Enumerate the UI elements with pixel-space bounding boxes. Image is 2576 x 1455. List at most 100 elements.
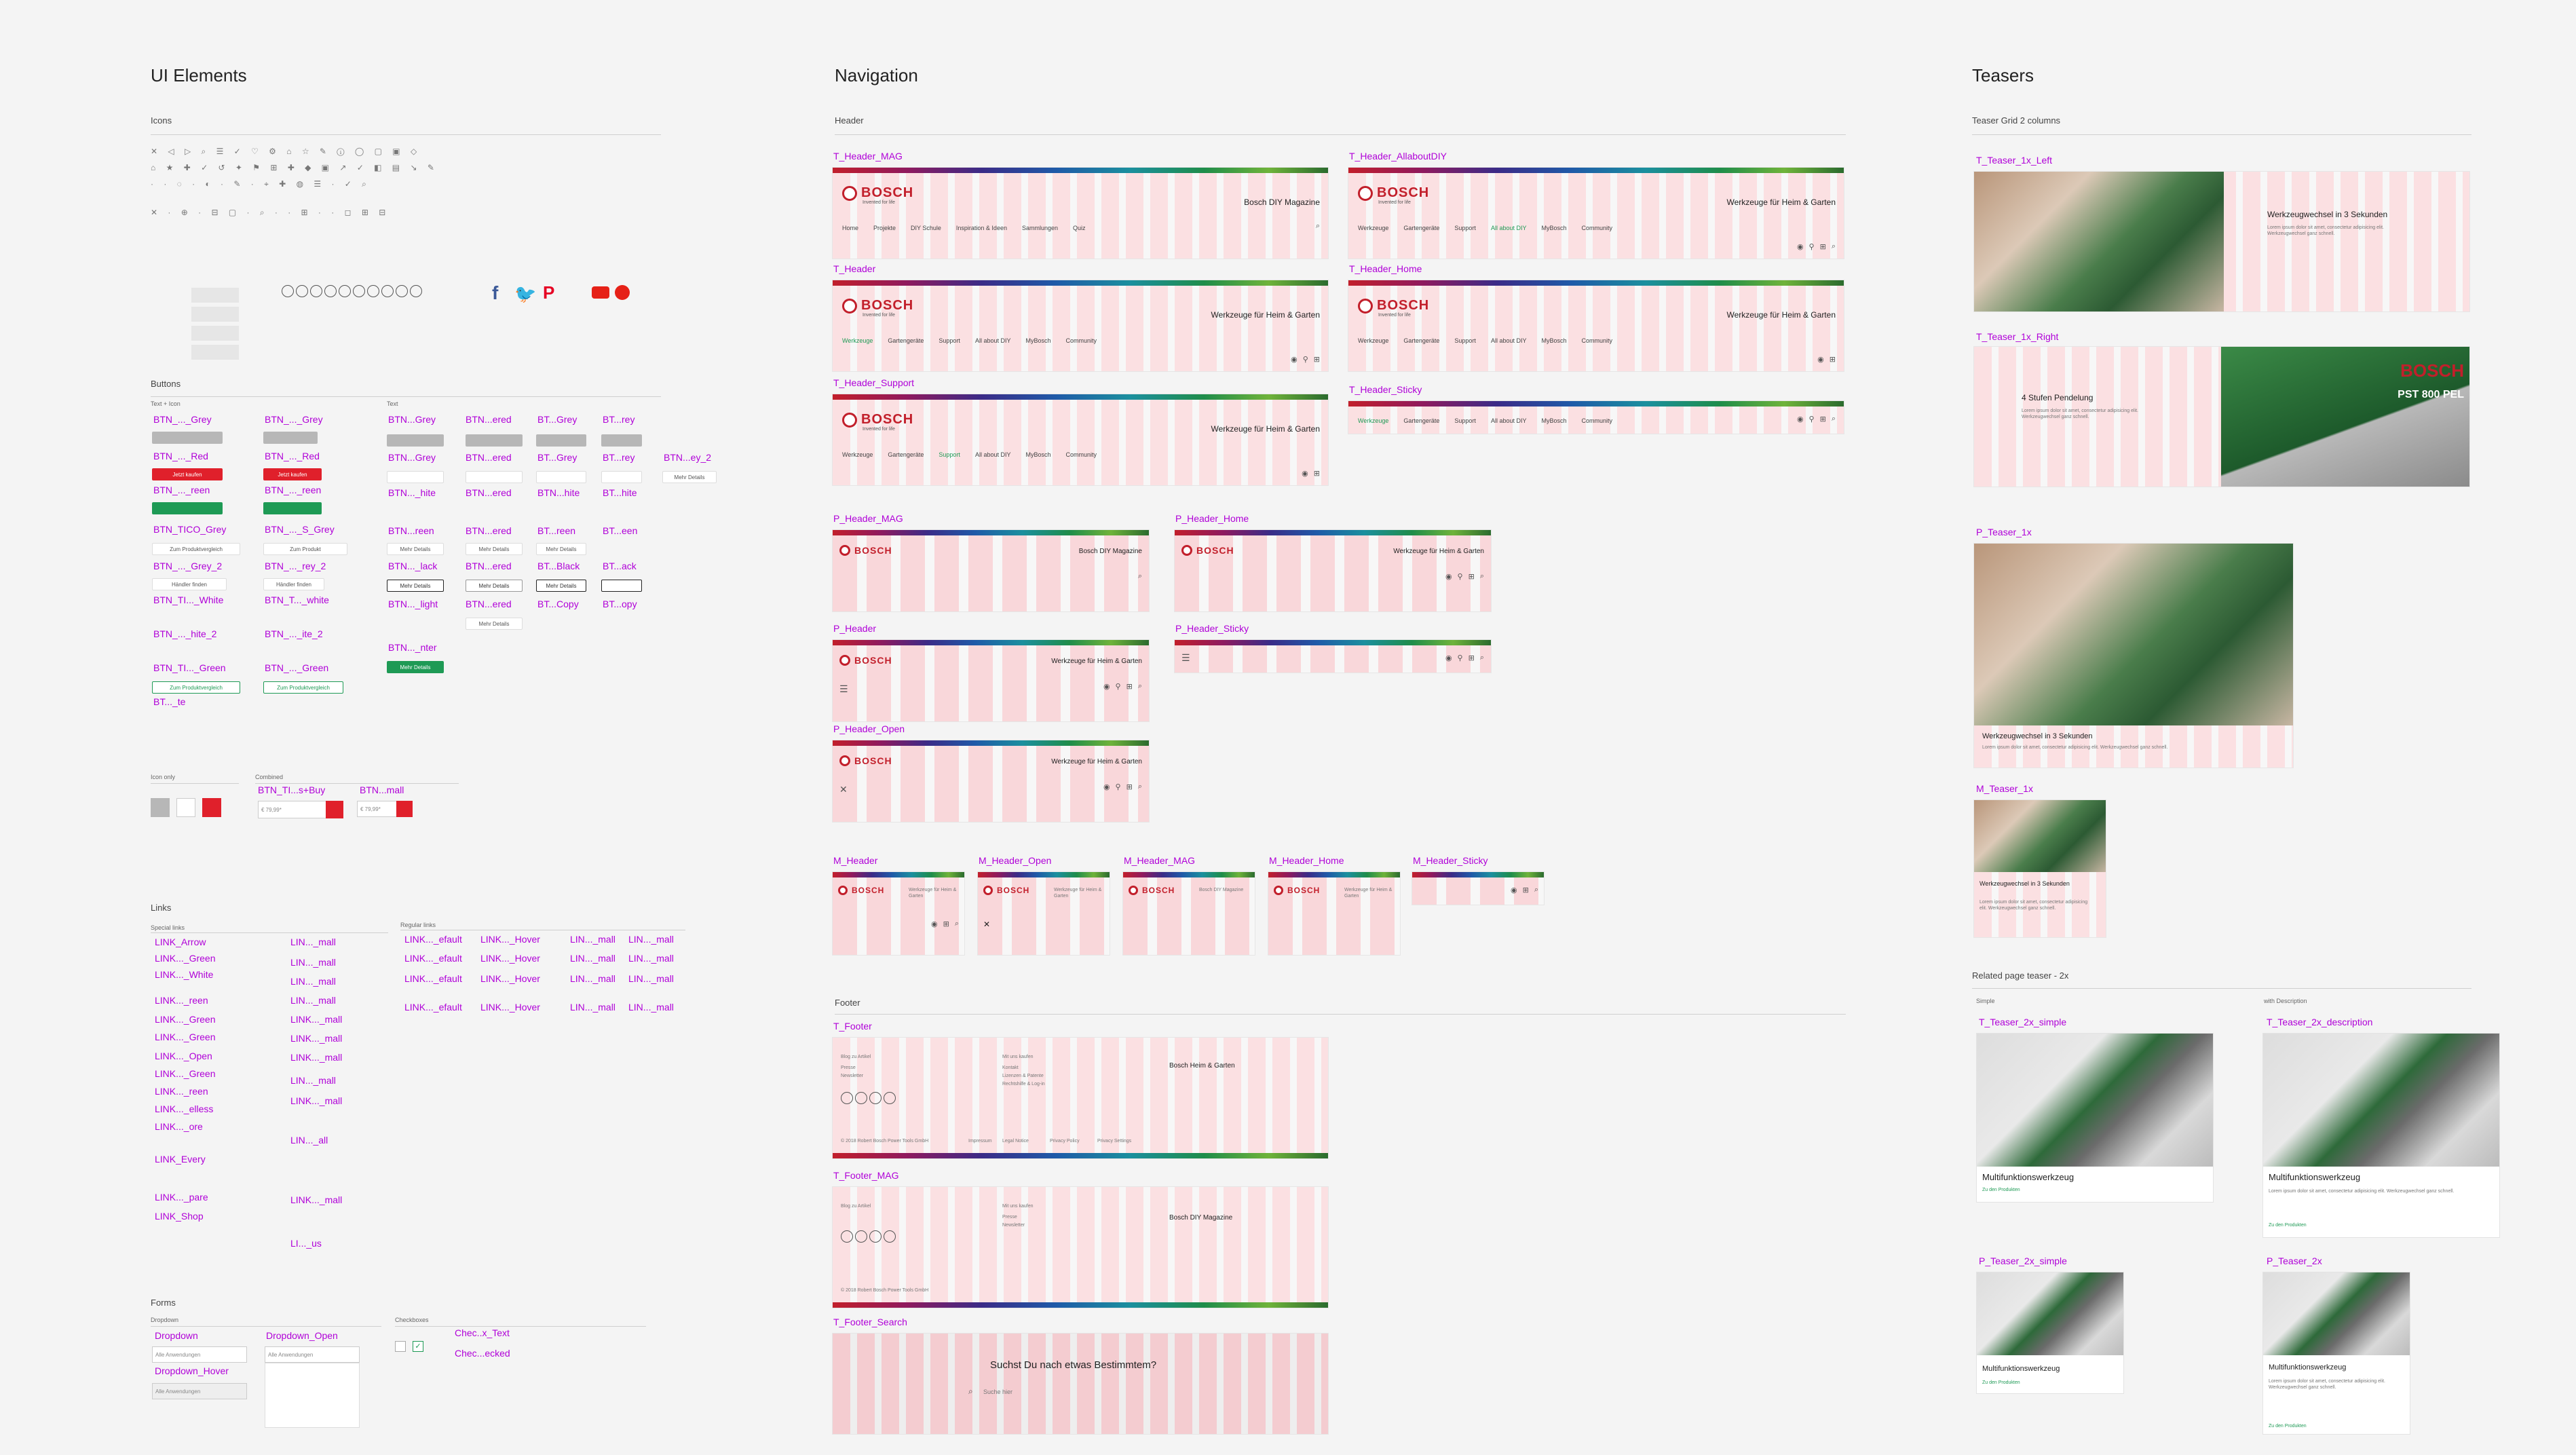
link-label[interactable]: LINK..._reen [155,995,208,1006]
card-link[interactable]: Zu den Produkten [2269,1223,2307,1228]
link-label[interactable]: LINK..._reen [155,1086,208,1097]
link-label[interactable]: LINK_Every [155,1154,206,1165]
white-button[interactable] [536,471,586,483]
bosch-logo[interactable]: BOSCH [838,886,884,895]
youtube-icon[interactable] [869,1230,882,1243]
link-label[interactable]: LIN..._mall [290,937,336,947]
compare-green-button[interactable]: Zum Produktvergleich [152,681,240,694]
nav-item[interactable]: Werkzeuge [842,337,873,344]
facebook-icon[interactable]: f [492,282,499,303]
nav-item[interactable]: Gartengeräte [1403,417,1440,424]
pin-icon[interactable]: ⚲ [1808,415,1815,423]
nav-item[interactable]: Werkzeuge [1358,225,1389,231]
user-icon[interactable]: ◉ [1796,243,1804,251]
cart-icon[interactable]: ⊞ [1126,783,1133,791]
bosch-logo[interactable]: BOSCH Invented for life [842,298,913,318]
cart-icon[interactable]: ⊞ [1313,470,1320,478]
nav-item[interactable]: Support [1454,417,1476,424]
youtube-icon[interactable] [592,286,609,299]
link-label[interactable]: LIN..._mall [290,995,336,1006]
card-link[interactable]: Zu den Produkten [2269,1424,2307,1429]
white-button[interactable] [601,471,642,483]
google-plus-icon[interactable] [615,285,630,300]
footer-search-input[interactable]: Suche hier [983,1388,1013,1395]
link-label[interactable]: LINK..._elless [155,1103,214,1114]
footer-link[interactable]: Impressum [968,1139,992,1144]
facebook-icon[interactable] [296,285,308,297]
bosch-logo[interactable]: BOSCH Invented for life [842,185,913,205]
details-button[interactable]: Mehr Details [662,471,717,483]
nav-item[interactable]: All about DIY [974,337,1011,344]
link-label[interactable]: LINK..._Open [155,1051,212,1061]
footer-link[interactable]: Privacy Policy [1050,1139,1080,1144]
link-label[interactable]: LIN..._all [290,1135,328,1146]
grey-button[interactable] [387,434,444,447]
product-button[interactable]: Zum Produkt [263,543,347,555]
t-teaser-2x-simple[interactable]: Multifunktionswerkzeug Zu den Produkten [1976,1033,2214,1203]
nav-item[interactable]: MyBosch [1541,337,1567,344]
link-label[interactable]: LIN..._mall [570,973,615,984]
black-outline-button[interactable] [601,580,642,592]
nav-item[interactable]: Gartengeräte [1403,225,1440,231]
nav-item[interactable]: Gartengeräte [888,451,924,458]
link-label[interactable]: LINK..._efault [404,953,462,964]
mail-icon[interactable] [339,285,351,297]
t-teaser-2x-description[interactable]: Multifunktionswerkzeug Lorem ipsum dolor… [2262,1033,2500,1238]
p-teaser-2x[interactable]: Multifunktionswerkzeug Lorem ipsum dolor… [2262,1272,2410,1435]
search-icon[interactable]: ⌕ [1137,572,1142,580]
bosch-logo[interactable]: BOSCH Invented for life [1358,185,1429,205]
bosch-logo[interactable]: BOSCH [1274,886,1320,895]
cart-icon[interactable] [202,798,221,817]
link-label[interactable]: LINK..._Green [155,1068,216,1079]
dropdown-hover-select[interactable]: Alle Anwendungen [152,1383,247,1399]
grey-button[interactable] [536,434,586,447]
nav-item[interactable]: Inspiration & Ideen [955,225,1007,231]
cart-icon[interactable]: ⊞ [1468,654,1475,662]
dropdown-open-select[interactable]: Alle Anwendungen [265,1346,360,1363]
grey-button[interactable] [263,432,318,444]
pin-icon[interactable]: ⚲ [1302,356,1308,364]
cart-icon[interactable]: ⊞ [1468,573,1475,581]
bosch-logo[interactable]: BOSCH Invented for life [1358,298,1429,318]
link-label[interactable]: LINK..._Green [155,1032,216,1042]
nav-item[interactable]: Gartengeräte [888,337,924,344]
link-label[interactable]: LINK..._mall [290,1052,343,1063]
nav-item[interactable]: Sammlungen [1021,225,1058,231]
twitter-icon[interactable] [855,1092,867,1104]
center-green-button[interactable]: Mehr Details [387,661,444,673]
cart-icon[interactable]: ⊞ [1126,683,1133,691]
twitter-icon[interactable] [282,285,294,297]
link-label[interactable]: LIN..._mall [628,934,674,945]
nav-item[interactable]: Werkzeuge [1358,417,1389,424]
link-label[interactable]: LIN..._mall [570,934,615,945]
close-icon[interactable]: ✕ [839,784,848,795]
cart-icon[interactable]: ⊞ [1522,886,1529,894]
nav-item[interactable]: Support [1454,225,1476,231]
cart-icon[interactable] [326,801,343,818]
pinterest-icon[interactable] [884,1230,896,1243]
link-label[interactable]: LIN..._mall [628,1002,674,1013]
user-icon[interactable]: ◉ [1511,886,1517,894]
icon-button-white[interactable] [176,798,195,817]
buy-button[interactable]: Jetzt kaufen [152,468,223,480]
compare-button[interactable]: Zum Produktvergleich [152,543,240,555]
nav-item[interactable]: Support [1454,337,1476,344]
cart-icon[interactable]: ⊞ [1819,415,1826,423]
user-icon[interactable]: ◉ [1103,683,1110,691]
nav-item[interactable]: MyBosch [1541,225,1567,231]
menu-icon[interactable]: ☰ [839,683,848,694]
nav-item[interactable]: Support [939,451,960,458]
youtube-icon[interactable] [869,1092,882,1104]
heart-icon[interactable] [410,285,422,297]
details-button[interactable]: Mehr Details [387,543,444,555]
link-label[interactable]: LINK..._mall [290,1014,343,1025]
bosch-logo[interactable]: BOSCH Invented for life [842,412,913,432]
instagram-icon[interactable] [353,285,365,297]
link-label[interactable]: LIN..._mall [290,957,336,968]
dealer-button[interactable]: Händler finden [263,578,324,590]
user-icon[interactable]: ◉ [931,920,938,928]
link-label[interactable]: LIN..._mall [570,1002,615,1013]
grey-button[interactable] [601,434,642,447]
user-icon[interactable]: ◉ [1445,654,1452,662]
link-label[interactable]: LINK..._Hover [480,953,540,964]
